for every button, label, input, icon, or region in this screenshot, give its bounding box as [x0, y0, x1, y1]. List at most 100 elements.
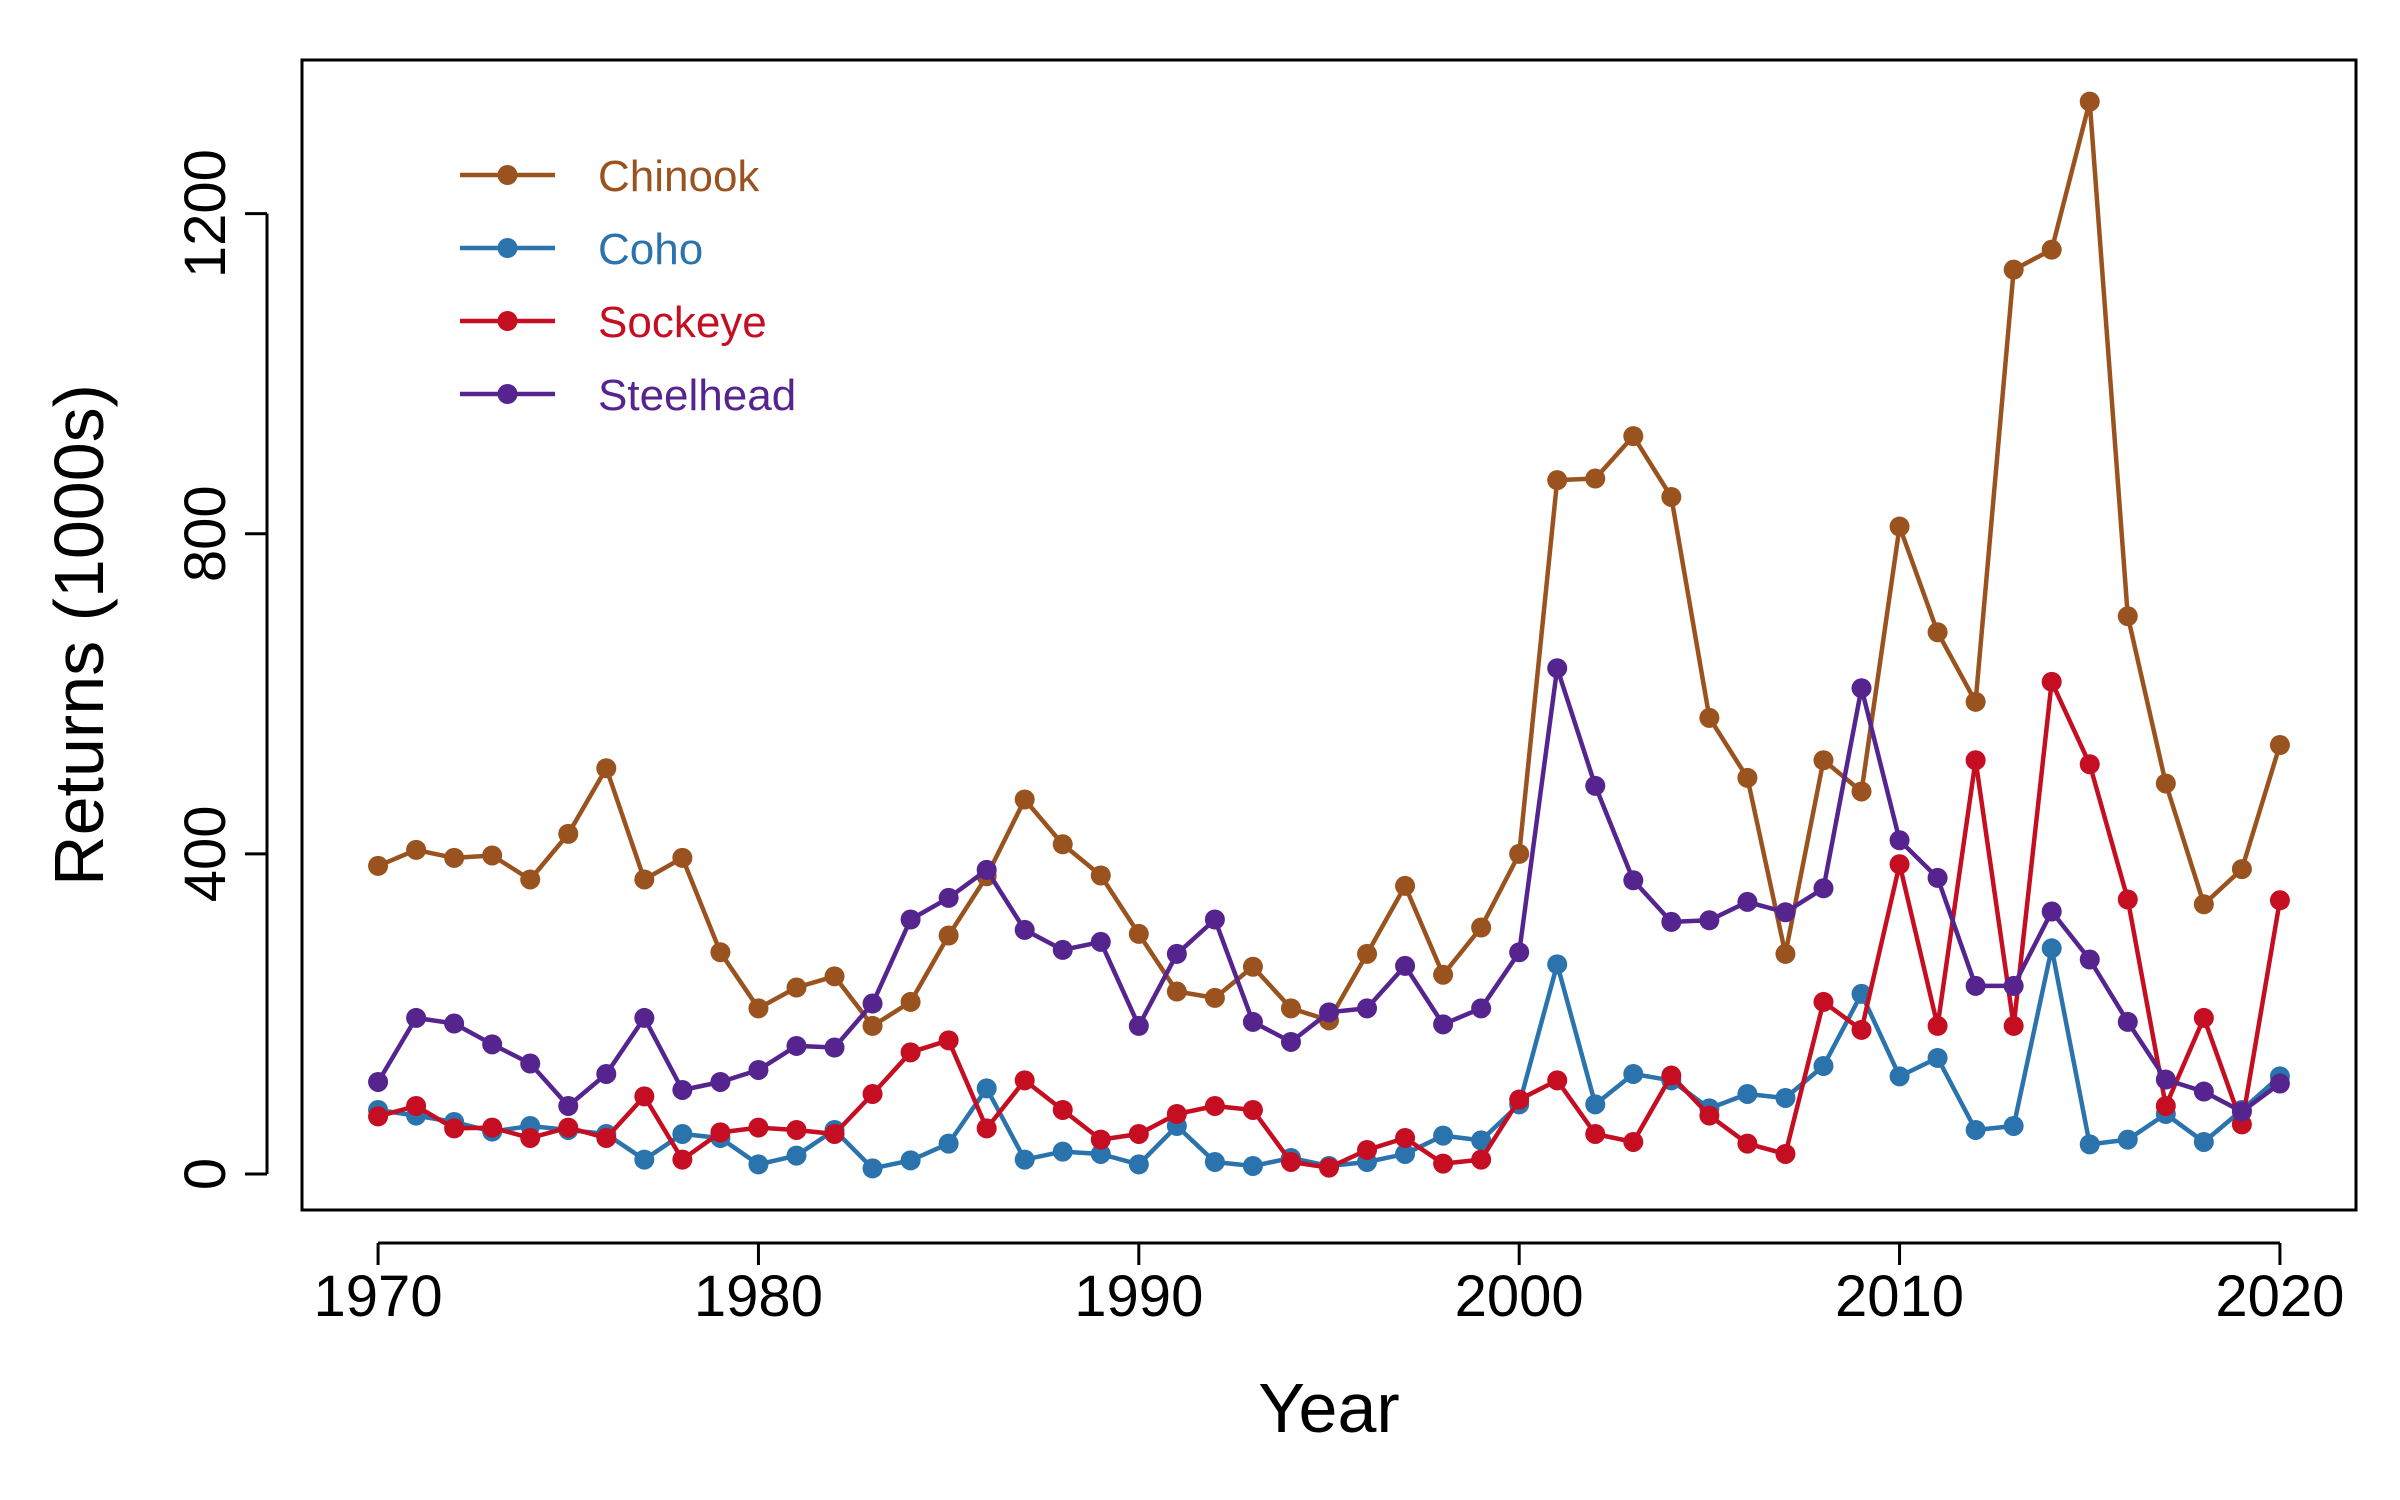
data-point-coho	[1813, 1055, 1834, 1076]
data-point-chinook	[672, 847, 693, 868]
legend: Chinook Coho Sockeye Steelhead	[460, 152, 796, 420]
data-point-steelhead	[1775, 902, 1796, 923]
data-point-coho	[1128, 1154, 1149, 1175]
data-point-coho	[862, 1158, 883, 1179]
data-point-coho	[2003, 1115, 2024, 1136]
data-point-sockeye	[1128, 1123, 1149, 1144]
data-point-steelhead	[1090, 931, 1111, 952]
data-point-sockeye	[824, 1123, 845, 1144]
y-tick-label: 1200	[173, 149, 238, 278]
data-point-chinook	[786, 977, 807, 998]
legend-item-coho: Coho	[460, 225, 703, 274]
x-tick-label: 2010	[1835, 1264, 1964, 1329]
data-point-sockeye	[786, 1119, 807, 1140]
data-point-coho	[2117, 1129, 2138, 1150]
series-sockeye	[368, 671, 2290, 1178]
data-point-steelhead	[1357, 998, 1378, 1019]
data-point-chinook	[520, 869, 541, 890]
data-point-coho	[1927, 1047, 1948, 1068]
data-point-sockeye	[976, 1118, 997, 1139]
data-point-steelhead	[786, 1035, 807, 1056]
data-point-steelhead	[444, 1013, 465, 1034]
x-tick-label: 1980	[694, 1264, 823, 1329]
data-point-steelhead	[1319, 1002, 1339, 1023]
data-point-coho	[1052, 1141, 1073, 1162]
data-point-chinook	[1166, 981, 1187, 1002]
legend-marker-steelhead	[497, 384, 518, 404]
data-point-coho	[976, 1078, 997, 1099]
data-point-chinook	[1965, 691, 1986, 712]
data-point-chinook	[368, 855, 389, 876]
series-layer	[368, 91, 2290, 1179]
data-point-coho	[1623, 1063, 1644, 1084]
data-point-steelhead	[900, 909, 921, 930]
data-point-chinook	[824, 966, 845, 987]
data-point-coho	[938, 1133, 959, 1154]
data-point-steelhead	[368, 1071, 389, 1092]
data-point-steelhead	[748, 1059, 769, 1080]
data-point-chinook	[1927, 622, 1948, 643]
legend-item-chinook: Chinook	[460, 152, 760, 201]
plot-frame	[300, 58, 2358, 1212]
data-point-sockeye	[1471, 1149, 1492, 1170]
legend-marker-sockeye	[497, 311, 518, 331]
x-axis: 1970 1980 1990 2000 2010 2020	[314, 1241, 2344, 1329]
data-point-steelhead	[1585, 775, 1606, 796]
data-point-chinook	[1699, 707, 1720, 728]
data-point-steelhead	[2269, 1073, 2290, 1094]
series-steelhead	[368, 658, 2290, 1122]
data-point-sockeye	[2269, 890, 2290, 911]
data-point-steelhead	[1052, 939, 1073, 960]
data-point-coho	[1395, 1143, 1416, 1164]
data-point-sockeye	[1927, 1015, 1948, 1036]
data-point-sockeye	[634, 1086, 655, 1107]
series-coho	[368, 938, 2290, 1179]
data-point-chinook	[2193, 894, 2214, 915]
y-axis: 0 400 800 1200	[173, 149, 269, 1190]
data-point-sockeye	[2155, 1095, 2176, 1116]
data-point-chinook	[2117, 606, 2138, 627]
data-point-sockeye	[2003, 1015, 2024, 1036]
data-point-coho	[2193, 1131, 2214, 1152]
data-point-steelhead	[1204, 909, 1225, 930]
data-point-steelhead	[1280, 1031, 1301, 1052]
data-point-coho	[786, 1145, 807, 1166]
data-point-sockeye	[938, 1030, 959, 1051]
data-point-sockeye	[862, 1083, 883, 1104]
x-tick-label: 1970	[314, 1264, 443, 1329]
data-point-sockeye	[1699, 1105, 1720, 1126]
x-axis-title: Year	[1258, 1369, 1399, 1447]
data-point-coho	[1889, 1066, 1910, 1087]
data-point-chinook	[2079, 91, 2100, 112]
data-point-steelhead	[1699, 910, 1720, 931]
x-tick-label: 2000	[1455, 1264, 1584, 1329]
data-point-sockeye	[1090, 1129, 1111, 1150]
data-point-chinook	[710, 942, 731, 963]
data-point-sockeye	[558, 1117, 579, 1138]
x-tick-label: 1990	[1074, 1264, 1203, 1329]
data-point-steelhead	[672, 1079, 693, 1100]
data-point-sockeye	[1319, 1157, 1339, 1178]
data-point-sockeye	[1775, 1143, 1796, 1164]
data-point-coho	[1965, 1119, 1986, 1140]
data-point-chinook	[1204, 987, 1225, 1008]
data-point-sockeye	[1280, 1151, 1301, 1172]
data-point-chinook	[748, 998, 769, 1019]
data-point-coho	[672, 1123, 693, 1144]
legend-label-steelhead: Steelhead	[598, 371, 796, 420]
data-point-steelhead	[2079, 949, 2100, 970]
legend-item-sockeye: Sockeye	[460, 298, 767, 347]
data-point-chinook	[558, 823, 579, 844]
data-point-steelhead	[710, 1071, 731, 1092]
data-point-steelhead	[1395, 955, 1416, 976]
data-point-sockeye	[2117, 889, 2138, 910]
data-point-chinook	[1547, 470, 1568, 491]
data-point-coho	[2079, 1134, 2100, 1155]
data-point-steelhead	[1661, 911, 1682, 932]
data-point-coho	[1547, 954, 1568, 975]
data-point-sockeye	[520, 1127, 541, 1148]
legend-label-chinook: Chinook	[598, 152, 760, 201]
data-point-sockeye	[2079, 754, 2100, 775]
data-point-sockeye	[1737, 1133, 1758, 1154]
data-point-steelhead	[1128, 1015, 1149, 1036]
